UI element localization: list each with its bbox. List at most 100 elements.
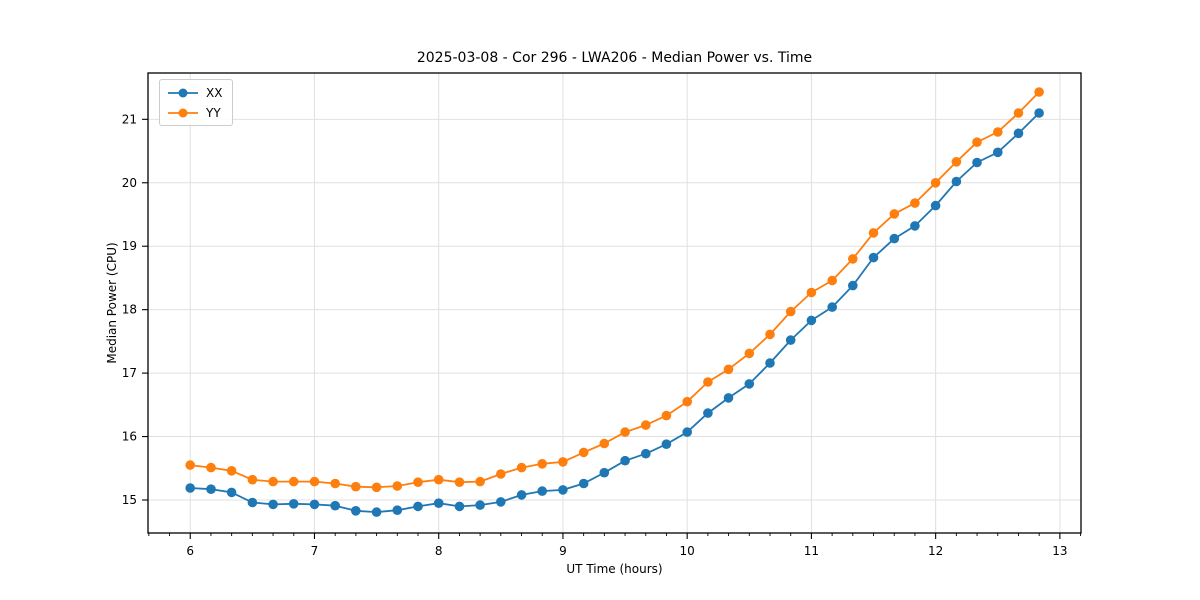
y-tick-label: 17: [122, 366, 137, 380]
data-point-xx: [620, 455, 630, 466]
data-point-yy: [1013, 108, 1024, 118]
data-point-xx: [226, 487, 237, 498]
data-point-xx: [454, 501, 465, 512]
data-point-yy: [703, 377, 713, 387]
data-point-xx: [496, 497, 506, 507]
x-tick-label: 9: [559, 544, 567, 558]
legend-item-yy: YY: [167, 104, 222, 121]
data-point-xx: [723, 393, 734, 403]
chart-title: 2025-03-08 - Cor 296 - LWA206 - Median P…: [416, 50, 813, 66]
data-point-yy: [247, 474, 258, 485]
data-point-yy: [496, 469, 506, 479]
data-point-yy: [226, 466, 237, 476]
data-point-yy: [371, 482, 382, 493]
data-point-yy: [288, 476, 299, 487]
data-point-xx: [848, 280, 858, 291]
data-point-xx: [806, 315, 817, 326]
plot-border: [147, 72, 1082, 534]
x-tick-label: 7: [311, 544, 319, 558]
data-point-yy: [206, 462, 216, 473]
data-point-yy: [848, 254, 858, 264]
data-point-yy: [972, 137, 982, 147]
y-tick-label: 15: [122, 493, 137, 507]
legend-label-xx: XX: [206, 85, 223, 100]
data-point-yy: [868, 228, 879, 238]
data-point-xx: [185, 483, 195, 493]
data-point-yy: [475, 476, 485, 487]
data-point-xx: [868, 252, 879, 263]
data-point-xx: [599, 467, 610, 478]
data-point-xx: [993, 147, 1003, 158]
data-point-yy: [185, 460, 195, 470]
data-point-xx: [371, 507, 382, 517]
x-tick-label: 12: [928, 544, 943, 558]
data-point-xx: [309, 499, 320, 510]
data-point-xx: [910, 221, 920, 231]
data-point-xx: [1013, 128, 1024, 139]
y-tick-label: 21: [122, 112, 137, 126]
data-point-xx: [247, 497, 258, 508]
data-point-xx: [288, 499, 299, 509]
data-point-xx: [578, 478, 589, 489]
legend-marker-yy-icon: [168, 108, 198, 117]
data-point-xx: [330, 500, 341, 511]
data-point-xx: [558, 485, 568, 495]
data-point-yy: [951, 157, 962, 167]
data-point-xx: [516, 490, 527, 500]
x-tick-label: 11: [804, 544, 819, 558]
data-point-yy: [723, 364, 734, 375]
data-point-xx: [1034, 108, 1044, 118]
legend-item-xx: XX: [167, 84, 222, 101]
y-tick-label: 18: [122, 303, 137, 317]
x-tick-label: 8: [435, 544, 443, 558]
data-point-yy: [558, 457, 568, 467]
data-point-xx: [351, 506, 361, 516]
data-point-yy: [682, 396, 692, 407]
data-point-yy: [889, 209, 900, 219]
series-line-yy: [190, 91, 1040, 489]
data-point-yy: [993, 127, 1003, 137]
data-point-yy: [537, 459, 547, 469]
data-point-xx: [413, 501, 423, 512]
data-point-xx: [951, 176, 962, 187]
data-point-xx: [703, 408, 713, 418]
y-tick-label: 19: [122, 239, 137, 253]
data-point-xx: [392, 505, 403, 515]
data-point-yy: [516, 462, 527, 473]
data-point-xx: [661, 439, 672, 450]
data-point-yy: [392, 481, 403, 491]
data-point-yy: [454, 477, 465, 488]
data-point-yy: [661, 410, 672, 421]
data-point-yy: [330, 478, 341, 489]
data-point-xx: [744, 379, 755, 389]
legend: XX YY: [159, 79, 234, 126]
data-point-yy: [744, 348, 755, 359]
data-point-yy: [930, 178, 941, 188]
x-tick-label: 10: [680, 544, 695, 558]
data-point-yy: [910, 198, 920, 208]
data-point-yy: [309, 476, 320, 487]
data-point-xx: [889, 233, 900, 244]
data-point-yy: [268, 476, 278, 487]
data-point-xx: [827, 302, 837, 312]
series-line-xx: [190, 112, 1040, 513]
data-point-xx: [268, 499, 278, 510]
data-point-yy: [785, 306, 796, 317]
data-point-yy: [806, 287, 817, 298]
data-point-xx: [972, 157, 982, 168]
data-point-xx: [785, 335, 796, 345]
data-point-xx: [206, 484, 216, 495]
data-point-xx: [475, 500, 485, 510]
x-axis-label: UT Time (hours): [566, 562, 663, 576]
data-point-yy: [620, 427, 630, 437]
data-point-yy: [599, 438, 610, 449]
data-point-yy: [1034, 87, 1044, 97]
y-tick-label: 20: [122, 176, 137, 190]
legend-label-yy: YY: [206, 105, 221, 120]
y-tick-label: 16: [122, 430, 137, 444]
data-point-xx: [930, 200, 941, 211]
data-point-yy: [827, 275, 837, 286]
x-tick-label: 13: [1052, 544, 1067, 558]
